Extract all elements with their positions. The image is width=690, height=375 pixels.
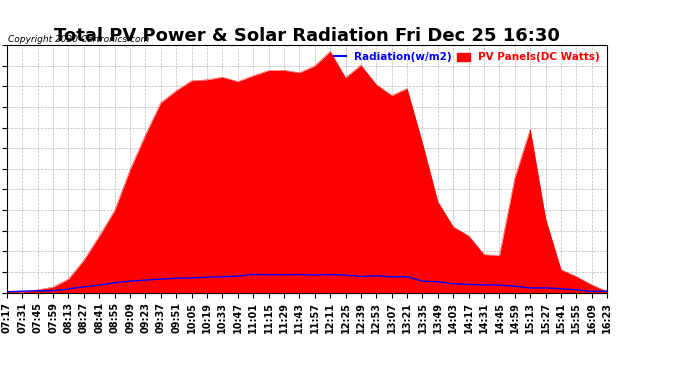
Text: Copyright 2020 Cartronics.com: Copyright 2020 Cartronics.com <box>8 35 149 44</box>
Title: Total PV Power & Solar Radiation Fri Dec 25 16:30: Total PV Power & Solar Radiation Fri Dec… <box>54 27 560 45</box>
Legend: Radiation(w/m2), PV Panels(DC Watts): Radiation(w/m2), PV Panels(DC Watts) <box>332 50 602 64</box>
